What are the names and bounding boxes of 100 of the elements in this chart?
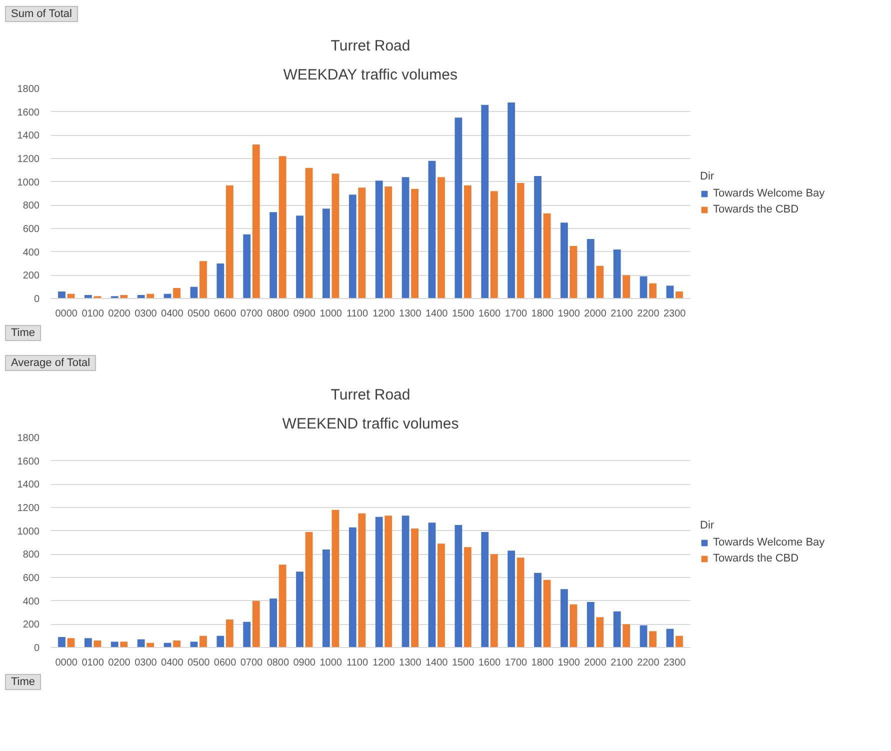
x-tick-label: 0500 xyxy=(187,658,210,668)
x-tick-label: 0900 xyxy=(293,658,316,668)
bar xyxy=(226,620,234,648)
bar xyxy=(200,636,207,648)
bar xyxy=(676,636,683,648)
y-tick-label: 200 xyxy=(22,270,40,282)
bar xyxy=(243,622,251,648)
bar xyxy=(402,177,410,298)
bar xyxy=(84,638,92,648)
bar xyxy=(216,264,224,298)
x-tick-label: 0600 xyxy=(214,308,237,320)
legend-label: Towards Welcome Bay xyxy=(713,536,825,548)
x-tick-label: 0900 xyxy=(293,308,316,320)
bar xyxy=(332,174,340,298)
bar xyxy=(58,292,66,298)
bar xyxy=(543,580,551,648)
bar xyxy=(384,186,392,298)
text: Time xyxy=(5,674,42,690)
x-tick-label: 2000 xyxy=(584,308,607,320)
y-tick-label: 1200 xyxy=(17,154,40,165)
x-tick-label: 2000 xyxy=(584,658,607,668)
x-tick-label: 1000 xyxy=(320,308,342,320)
y-tick-label: 1800 xyxy=(17,84,40,95)
y-tick-label: 400 xyxy=(22,596,40,608)
bar xyxy=(243,234,251,298)
legend-title: Dir xyxy=(700,520,716,532)
bar xyxy=(481,104,489,298)
bar xyxy=(516,183,524,298)
x-tick-label: 1100 xyxy=(346,308,368,320)
bar xyxy=(278,564,286,648)
bar xyxy=(375,516,383,648)
bar xyxy=(200,261,207,298)
bar xyxy=(67,638,75,648)
bar xyxy=(94,640,102,648)
x-tick-label: 0400 xyxy=(161,658,184,668)
chart-title: Turret Road xyxy=(330,38,410,54)
x-tick-label: 1800 xyxy=(531,308,554,320)
x-tick-label: 1500 xyxy=(452,658,475,668)
x-tick-label: 0500 xyxy=(187,308,210,320)
x-tick-label: 0400 xyxy=(161,308,184,320)
bar xyxy=(173,640,180,648)
bar xyxy=(358,188,366,298)
bar xyxy=(560,589,568,648)
x-tick-label: 1700 xyxy=(504,308,528,320)
bar xyxy=(296,216,304,298)
y-tick-label: 1600 xyxy=(17,107,40,118)
bar xyxy=(490,554,498,648)
x-tick-label: 1400 xyxy=(425,658,448,668)
x-tick-label: 2100 xyxy=(610,658,634,668)
bar xyxy=(464,547,472,648)
y-tick-label: 800 xyxy=(22,200,40,212)
bar xyxy=(640,276,648,298)
bar xyxy=(586,239,594,298)
y-tick-label: 0 xyxy=(34,294,40,305)
bar xyxy=(534,176,542,298)
y-tick-label: 1800 xyxy=(17,433,40,444)
x-tick-label: 0200 xyxy=(108,658,131,668)
legend-title: Dir xyxy=(700,170,716,182)
bar xyxy=(411,188,418,298)
bar xyxy=(570,246,578,298)
bar xyxy=(438,177,445,298)
bar xyxy=(613,611,621,648)
legend-label: Towards Welcome Bay xyxy=(713,188,825,200)
x-tick-label: 0200 xyxy=(108,308,131,320)
bar xyxy=(216,636,224,648)
legend-label: Towards the CBD xyxy=(713,552,799,564)
bar xyxy=(666,628,674,648)
y-tick-label: 200 xyxy=(22,620,40,631)
bar xyxy=(570,604,578,648)
bar xyxy=(322,550,330,648)
y-tick-label: 1600 xyxy=(17,456,40,468)
x-tick-label: 1700 xyxy=(504,658,528,668)
bar xyxy=(508,550,516,648)
bar xyxy=(348,527,356,648)
x-tick-label: 2200 xyxy=(637,308,660,320)
bar xyxy=(252,144,260,298)
y-tick-label: 400 xyxy=(22,247,40,258)
bar xyxy=(278,156,286,298)
x-tick-label: 2300 xyxy=(664,658,686,668)
x-tick-label: 1500 xyxy=(452,308,475,320)
bar xyxy=(173,288,180,298)
bar xyxy=(332,510,340,648)
y-tick-label: 1400 xyxy=(17,480,40,491)
x-tick-label: 0000 xyxy=(55,308,78,320)
y-tick-label: 1200 xyxy=(17,503,40,514)
y-tick-label: 1000 xyxy=(17,526,40,538)
bar xyxy=(384,516,392,648)
chart-subtitle: WEEKEND traffic volumes xyxy=(282,416,459,432)
x-tick-label: 1000 xyxy=(320,658,342,668)
x-tick-label: 0300 xyxy=(134,308,158,320)
bar xyxy=(596,617,604,648)
bar xyxy=(560,222,568,298)
x-tick-label: 0100 xyxy=(82,658,104,668)
y-tick-label: 600 xyxy=(22,573,40,584)
bar xyxy=(348,194,356,298)
y-tick-label: 1400 xyxy=(17,130,40,142)
x-tick-label: 2100 xyxy=(610,308,634,320)
bar xyxy=(322,208,330,298)
bar xyxy=(666,286,674,298)
bar xyxy=(516,558,524,648)
